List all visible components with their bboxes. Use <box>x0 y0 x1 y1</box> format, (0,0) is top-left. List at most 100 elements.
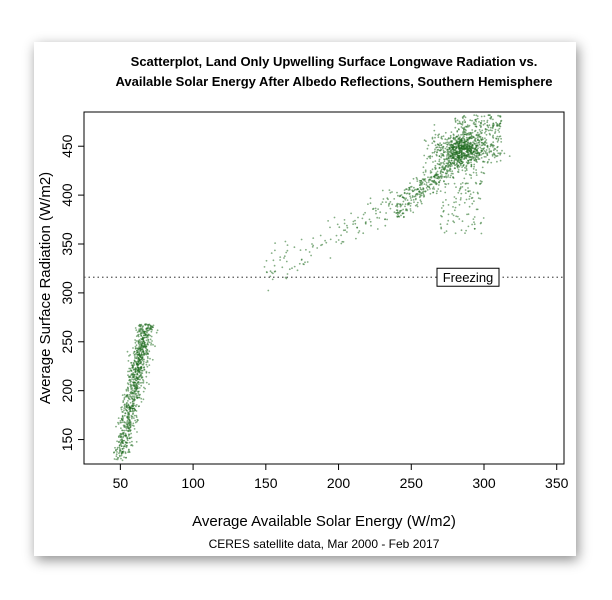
data-point <box>451 162 454 165</box>
data-point <box>475 120 477 123</box>
data-point <box>147 323 150 326</box>
data-point <box>442 149 445 152</box>
data-point <box>119 442 122 445</box>
data-point <box>464 232 466 235</box>
data-point <box>473 227 476 230</box>
data-point <box>141 342 144 344</box>
data-point <box>485 149 488 151</box>
data-point <box>434 166 436 169</box>
data-point <box>439 146 442 149</box>
data-point <box>120 427 122 430</box>
data-point <box>125 456 127 459</box>
data-point <box>128 437 131 439</box>
data-point <box>464 152 466 155</box>
data-point <box>411 189 414 192</box>
data-point <box>146 365 149 368</box>
data-point <box>149 357 151 360</box>
data-point <box>478 158 481 160</box>
data-point <box>471 119 473 122</box>
data-point <box>127 422 130 424</box>
data-point <box>458 156 461 159</box>
data-point <box>463 131 466 134</box>
data-point <box>374 207 377 210</box>
data-point <box>396 204 398 206</box>
data-point <box>400 194 403 196</box>
data-point <box>480 232 483 235</box>
data-point <box>436 177 438 180</box>
data-point <box>452 214 455 217</box>
data-point <box>468 149 471 152</box>
data-point <box>138 375 140 378</box>
data-point <box>141 337 144 340</box>
data-point <box>338 226 341 229</box>
data-point <box>135 379 138 382</box>
data-point <box>143 330 146 333</box>
data-point <box>145 347 148 350</box>
data-point <box>387 198 389 201</box>
data-point <box>130 373 133 375</box>
data-point <box>133 354 136 356</box>
data-point <box>131 400 134 403</box>
data-point <box>433 188 436 190</box>
data-point <box>478 121 480 123</box>
data-point <box>409 197 412 199</box>
data-point <box>449 134 452 137</box>
data-point <box>484 122 486 125</box>
data-point <box>455 215 458 218</box>
data-point <box>124 432 127 435</box>
data-point <box>443 158 446 161</box>
data-point <box>146 336 149 339</box>
data-point <box>403 192 406 195</box>
data-point <box>325 241 328 244</box>
data-point <box>118 444 121 447</box>
data-point <box>142 398 145 401</box>
data-point <box>429 183 432 186</box>
data-point <box>122 421 124 423</box>
data-point <box>470 143 473 146</box>
data-point <box>446 149 448 151</box>
data-point <box>496 146 499 149</box>
freezing-label: Freezing <box>443 270 494 285</box>
data-point <box>477 136 479 139</box>
data-point <box>369 197 372 200</box>
data-point <box>499 122 502 124</box>
data-point <box>131 366 134 369</box>
data-point <box>438 184 440 186</box>
data-point <box>464 166 466 169</box>
data-point <box>380 203 382 206</box>
data-point <box>312 244 315 247</box>
data-point <box>473 154 476 157</box>
data-point <box>467 138 470 141</box>
data-point <box>440 144 442 147</box>
data-point <box>127 435 130 437</box>
data-point <box>136 355 139 358</box>
data-point <box>465 169 468 171</box>
data-point <box>500 137 502 140</box>
data-point <box>431 187 434 190</box>
data-point <box>329 238 332 241</box>
data-point <box>501 149 503 152</box>
data-point <box>460 229 463 232</box>
data-point <box>364 211 366 214</box>
data-point <box>123 426 126 428</box>
data-point <box>471 129 474 131</box>
data-point <box>479 197 482 200</box>
data-point <box>461 133 464 136</box>
data-point <box>490 126 492 129</box>
data-point <box>129 421 132 423</box>
data-point <box>446 138 448 141</box>
data-point <box>442 145 445 148</box>
data-point <box>437 134 439 137</box>
data-point <box>135 405 137 408</box>
data-point <box>149 324 152 327</box>
data-point <box>493 153 496 156</box>
data-point <box>116 440 118 443</box>
data-point <box>467 190 470 193</box>
data-point <box>472 122 475 125</box>
data-point <box>120 454 123 457</box>
data-point <box>446 223 449 226</box>
data-point <box>424 162 427 164</box>
data-point <box>145 339 148 342</box>
data-point <box>135 344 138 347</box>
data-point <box>344 229 347 232</box>
